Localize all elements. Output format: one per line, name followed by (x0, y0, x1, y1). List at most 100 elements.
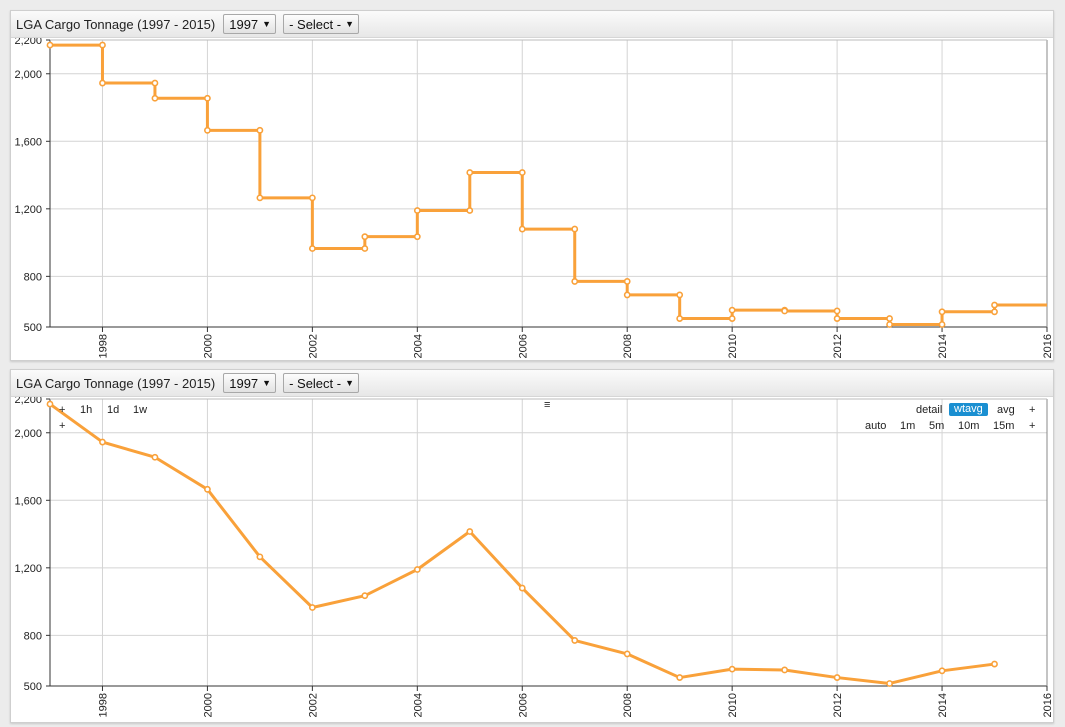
mode-detail-button[interactable]: detail (916, 404, 943, 416)
y-tick-label: 500 (24, 681, 42, 693)
y-tick-label: 800 (24, 630, 42, 642)
data-point (204, 126, 211, 134)
year-select-value: 1997 (229, 375, 259, 391)
data-point (256, 126, 264, 134)
series-line (50, 43, 1047, 326)
data-point (518, 584, 526, 592)
data-point (886, 315, 893, 322)
x-tick-label: 2014 (937, 693, 949, 717)
series-select[interactable]: - Select - ▼ (283, 373, 360, 393)
widget-header: LGA Cargo Tonnage (1997 - 2015) 1997 ▼ - … (11, 370, 1053, 397)
x-tick-label: 2016 (1042, 693, 1053, 717)
data-point (833, 315, 841, 322)
data-point (833, 307, 841, 315)
caret-down-icon: ▼ (262, 378, 272, 388)
period-5m-button[interactable]: 5m (929, 420, 945, 432)
data-point (938, 321, 946, 328)
x-tick-label: 2010 (727, 693, 739, 717)
data-point (46, 400, 54, 408)
series-select-value: - Select - (289, 375, 342, 391)
mode-add-button[interactable]: + (1029, 404, 1036, 416)
period-auto-button[interactable]: auto (865, 420, 887, 432)
data-point (308, 604, 316, 611)
data-point (886, 321, 893, 328)
x-tick-label: 2004 (412, 334, 424, 358)
caret-down-icon: ▼ (345, 378, 355, 388)
menu-icon[interactable]: ≡ (544, 399, 551, 411)
data-point (938, 667, 946, 675)
x-tick-label: 2004 (412, 693, 424, 717)
y-tick-label: 1,200 (14, 563, 42, 575)
chart-widget-step: LGA Cargo Tonnage (1997 - 2015) 1997 ▼ - … (10, 10, 1054, 361)
zoom-1d-button[interactable]: 1d (107, 404, 120, 416)
data-point (886, 680, 893, 687)
data-point (151, 79, 159, 87)
y-tick-label: 500 (24, 322, 42, 334)
period-10m-button[interactable]: 10m (958, 420, 980, 432)
data-point (308, 245, 316, 252)
widget-title: LGA Cargo Tonnage (1997 - 2015) (16, 16, 216, 32)
x-tick-label: 2016 (1042, 334, 1053, 358)
x-tick-label: 2002 (307, 334, 319, 358)
y-tick-label: 2,000 (14, 428, 42, 440)
data-point (571, 278, 579, 285)
widget-title: LGA Cargo Tonnage (1997 - 2015) (16, 375, 216, 391)
data-point (938, 308, 946, 316)
step-chart[interactable]: 1998 2000 2002 2004 2006 2008 2010 2012 2014 2016… (11, 38, 1053, 360)
zoom-1h-button[interactable]: 1h (80, 404, 93, 416)
grid (50, 398, 1048, 687)
data-point (728, 665, 736, 673)
y-tick-label: 2,200 (14, 38, 42, 47)
year-select-value: 1997 (229, 16, 259, 32)
zoom-1w-button[interactable]: 1w (133, 404, 148, 416)
y-tick-label: 1,600 (14, 495, 42, 507)
x-tick-label: 2002 (307, 693, 319, 717)
data-point (204, 94, 211, 102)
x-tick-label: 2008 (622, 693, 634, 717)
grid (50, 39, 1048, 328)
data-point (256, 194, 264, 202)
period-15m-button[interactable]: 15m (993, 420, 1015, 432)
zoom-add-button[interactable]: + (59, 420, 66, 432)
x-tick-label: 2000 (202, 334, 214, 358)
x-tick-label: 2000 (202, 693, 214, 717)
data-point (781, 307, 789, 315)
zoom-in-button[interactable]: + (59, 404, 66, 416)
data-point (46, 41, 54, 49)
year-select[interactable]: 1997 ▼ (223, 14, 277, 34)
data-point (518, 169, 526, 176)
data-point (466, 528, 474, 535)
line-chart[interactable]: 1998 2000 2002 2004 2006 2008 2010 2012 2014 2016… (11, 397, 1053, 722)
data-point (256, 553, 264, 561)
mode-wtavg-button[interactable]: wtavg (949, 403, 988, 416)
data-point (466, 169, 474, 176)
period-1m-button[interactable]: 1m (900, 420, 916, 432)
y-tick-label: 1,200 (14, 204, 42, 216)
y-tick-label: 2,000 (14, 69, 42, 81)
caret-down-icon: ▼ (262, 19, 272, 29)
series-select[interactable]: - Select - ▼ (283, 14, 360, 34)
series-select-value: - Select - (289, 16, 342, 32)
x-tick-label: 2008 (622, 334, 634, 358)
data-point (991, 660, 998, 668)
data-point (991, 308, 998, 316)
data-point (99, 79, 106, 87)
chart-widget-line: LGA Cargo Tonnage (1997 - 2015) 1997 ▼ - … (10, 369, 1054, 723)
x-tick-label: 1998 (97, 693, 109, 717)
data-point (623, 650, 631, 658)
data-point (781, 666, 789, 674)
period-add-button[interactable]: + (1029, 420, 1036, 432)
year-select[interactable]: 1997 ▼ (223, 373, 277, 393)
data-point (413, 566, 421, 573)
data-point (413, 207, 421, 214)
caret-down-icon: ▼ (345, 19, 355, 29)
data-point (99, 41, 106, 49)
mode-avg-button[interactable]: avg (997, 404, 1015, 416)
data-point (151, 94, 159, 102)
data-point (466, 207, 474, 214)
x-tick-label: 2012 (832, 693, 844, 717)
data-point (518, 225, 526, 233)
data-point (361, 592, 369, 600)
data-point (413, 233, 421, 241)
data-point (99, 438, 106, 446)
